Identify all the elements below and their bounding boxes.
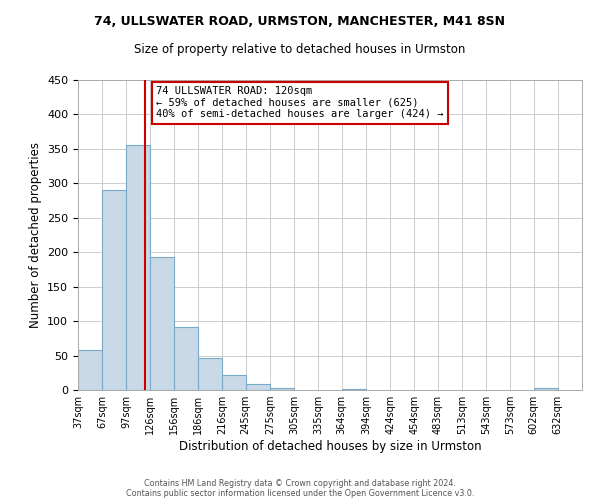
- Bar: [533, 388, 558, 390]
- Text: Contains HM Land Registry data © Crown copyright and database right 2024.: Contains HM Land Registry data © Crown c…: [144, 478, 456, 488]
- Bar: [198, 358, 223, 390]
- Text: 74, ULLSWATER ROAD, URMSTON, MANCHESTER, M41 8SN: 74, ULLSWATER ROAD, URMSTON, MANCHESTER,…: [95, 15, 505, 28]
- Bar: [341, 388, 366, 390]
- Bar: [270, 388, 294, 390]
- Text: Contains public sector information licensed under the Open Government Licence v3: Contains public sector information licen…: [126, 488, 474, 498]
- Bar: [246, 384, 270, 390]
- Y-axis label: Number of detached properties: Number of detached properties: [29, 142, 41, 328]
- Text: Size of property relative to detached houses in Urmston: Size of property relative to detached ho…: [134, 42, 466, 56]
- Bar: [174, 326, 198, 390]
- Text: 74 ULLSWATER ROAD: 120sqm
← 59% of detached houses are smaller (625)
40% of semi: 74 ULLSWATER ROAD: 120sqm ← 59% of detac…: [156, 86, 443, 120]
- X-axis label: Distribution of detached houses by size in Urmston: Distribution of detached houses by size …: [179, 440, 481, 453]
- Bar: [150, 257, 174, 390]
- Bar: [78, 350, 102, 390]
- Bar: [102, 190, 127, 390]
- Bar: [127, 146, 150, 390]
- Bar: [223, 375, 246, 390]
